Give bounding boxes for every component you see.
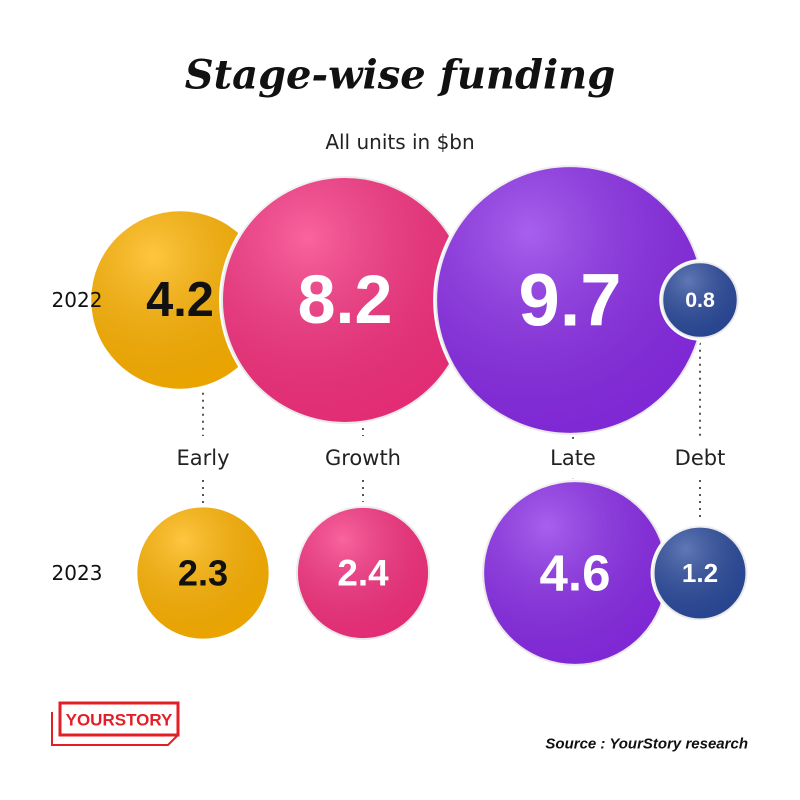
- value-label: 8.2: [298, 262, 393, 338]
- bubble-shine: [661, 261, 739, 339]
- source: Source : YourStory research: [545, 736, 748, 753]
- value-label: 9.7: [518, 259, 621, 342]
- bubble-shine: [652, 525, 748, 621]
- value-label: 4.2: [146, 273, 214, 327]
- bubble-shine: [295, 505, 431, 641]
- logo-box: [58, 701, 180, 737]
- bubble-shine: [482, 480, 668, 666]
- chart-subtitle: All units in $bn: [325, 130, 474, 154]
- category-label: Early: [176, 446, 229, 470]
- category-label: Growth: [325, 446, 401, 470]
- value-label: 2.3: [178, 553, 228, 594]
- chart-title: Stage-wise funding: [185, 52, 615, 99]
- bubble-shine: [91, 211, 269, 389]
- bubbles: 4.2 8.2 9.7 0.8 2.3 2.4 4.6 1.2: [91, 163, 750, 668]
- bubble-shine: [221, 176, 469, 424]
- bubble-shine: [435, 165, 705, 435]
- series-label: 2022: [52, 288, 103, 312]
- category-label: Debt: [675, 446, 726, 470]
- logo-text: YOURSTORY: [66, 711, 173, 730]
- series-label: 2023: [52, 561, 103, 585]
- category-label: Late: [550, 446, 596, 470]
- value-label: 4.6: [540, 545, 611, 602]
- logo: YOURSTORY: [51, 701, 180, 746]
- value-label: 0.8: [685, 288, 715, 312]
- bubble-shine: [137, 507, 269, 639]
- logo-shadow: [51, 712, 179, 746]
- value-label: 1.2: [682, 558, 718, 588]
- value-label: 2.4: [337, 553, 389, 594]
